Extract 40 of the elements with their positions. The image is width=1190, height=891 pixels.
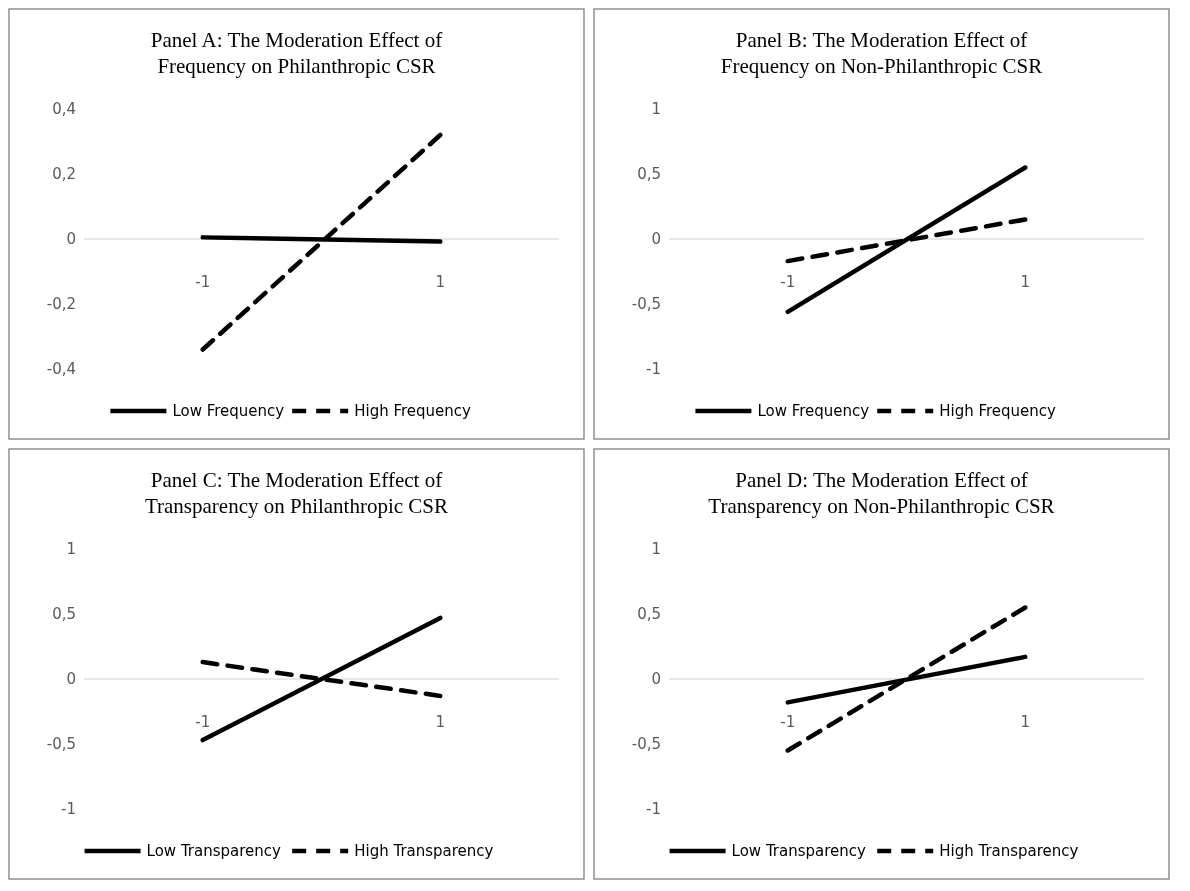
x-tick-label: -1 bbox=[195, 713, 211, 731]
y-tick-label: -1 bbox=[646, 800, 661, 819]
legend-label: Low Transparency bbox=[731, 842, 867, 861]
y-tick-label: 0,5 bbox=[637, 165, 661, 184]
x-tick-label: 1 bbox=[1020, 713, 1031, 731]
y-tick-label: 0,4 bbox=[52, 100, 76, 119]
x-tick-label: 1 bbox=[435, 273, 446, 291]
y-tick-label: -0,4 bbox=[46, 360, 76, 379]
x-tick-label: -1 bbox=[780, 713, 796, 731]
y-tick-label: 0 bbox=[651, 230, 661, 249]
x-tick-label: 1 bbox=[435, 713, 446, 731]
chart-title: Panel A: The Moderation Effect of Frequency on Philanthropic CSR bbox=[150, 28, 443, 78]
legend-label: Low Transparency bbox=[146, 842, 282, 861]
legend-label: High Transparency bbox=[354, 842, 494, 861]
y-tick-label: 0 bbox=[66, 230, 76, 249]
y-tick-label: -0,5 bbox=[631, 295, 661, 314]
y-tick-label: 0 bbox=[651, 670, 661, 689]
y-tick-label: -0,2 bbox=[46, 295, 76, 314]
legend-label: High Frequency bbox=[354, 402, 472, 421]
legend-label: Low Frequency bbox=[757, 402, 870, 421]
x-tick-label: -1 bbox=[780, 273, 796, 291]
x-tick-label: -1 bbox=[195, 273, 211, 291]
chart-title: Panel D: The Moderation Effect of Transparency on Non-Philanthropic CSR bbox=[708, 468, 1055, 518]
chart-title: Panel B: The Moderation Effect of Frequency on Non-Philanthropic CSR bbox=[720, 28, 1043, 78]
legend-label: High Frequency bbox=[939, 402, 1057, 421]
chart-title: Panel C: The Moderation Effect of Transparency on Philanthropic CSR bbox=[144, 468, 449, 518]
legend-label: Low Frequency bbox=[172, 402, 285, 421]
y-tick-label: -0,5 bbox=[46, 735, 76, 754]
legend-label: High Transparency bbox=[939, 842, 1079, 861]
y-tick-label: 1 bbox=[66, 540, 76, 559]
x-tick-label: 1 bbox=[1020, 273, 1031, 291]
y-tick-label: 0,5 bbox=[637, 605, 661, 624]
y-tick-label: 0 bbox=[66, 670, 76, 689]
y-tick-label: 1 bbox=[651, 100, 661, 119]
y-tick-label: 0,2 bbox=[52, 165, 76, 184]
y-tick-label: -1 bbox=[646, 360, 661, 379]
y-tick-label: -0,5 bbox=[631, 735, 661, 754]
y-tick-label: 1 bbox=[651, 540, 661, 559]
y-tick-label: -1 bbox=[61, 800, 76, 819]
y-tick-label: 0,5 bbox=[52, 605, 76, 624]
